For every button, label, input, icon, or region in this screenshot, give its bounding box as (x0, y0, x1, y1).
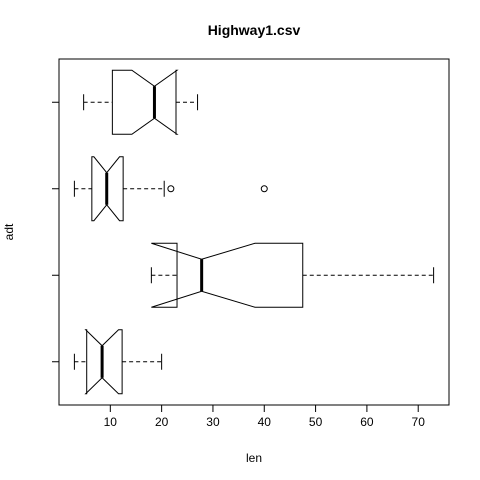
outlier-point (260, 185, 268, 193)
chart-title: Highway1.csv (208, 22, 301, 38)
x-tick-label: 70 (412, 415, 426, 429)
x-tick-label: 50 (309, 415, 323, 429)
x-axis-label: len (246, 451, 262, 465)
x-tick-label: 20 (155, 415, 169, 429)
y-axis-label: adt (2, 223, 16, 240)
x-tick-label: 40 (258, 415, 272, 429)
box-group (73, 156, 268, 222)
x-tick-label: 30 (206, 415, 220, 429)
box-group (150, 242, 435, 308)
x-axis: 10 20 30 40 50 60 70 (104, 405, 426, 429)
box-series (73, 69, 435, 395)
y-axis (52, 101, 59, 363)
box-group (73, 329, 163, 395)
notched-box (111, 69, 179, 135)
x-tick-label: 60 (360, 415, 374, 429)
notched-box (91, 156, 124, 222)
outlier-point (167, 185, 175, 193)
notched-box (84, 329, 123, 395)
plot-frame (58, 58, 450, 406)
x-tick-label: 10 (104, 415, 118, 429)
notched-box (151, 242, 304, 308)
box-group (83, 69, 199, 135)
